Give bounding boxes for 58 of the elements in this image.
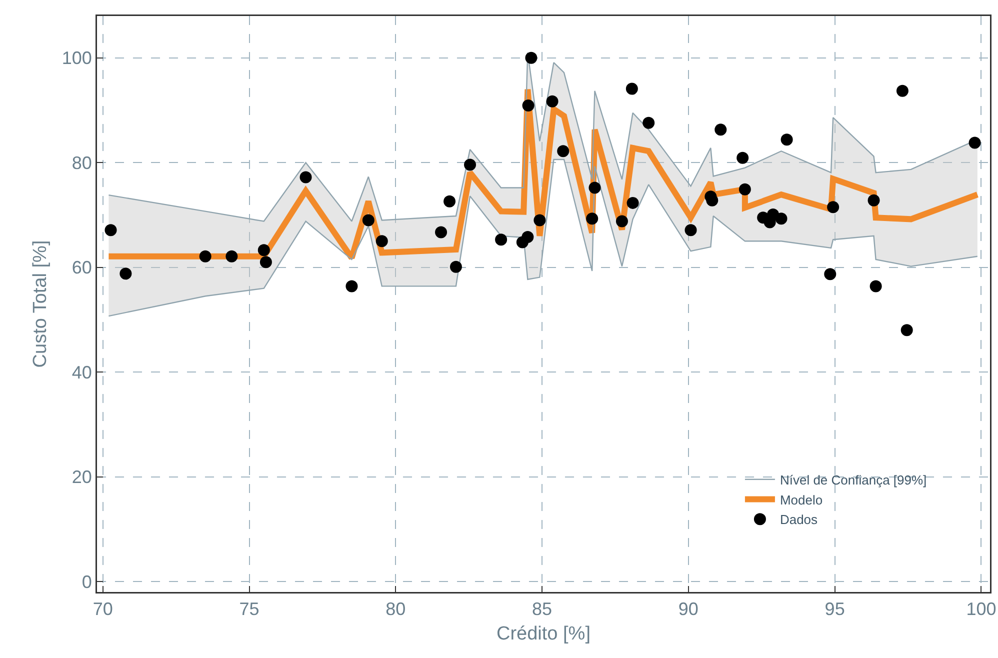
point bbox=[346, 280, 358, 292]
point bbox=[522, 100, 534, 112]
point bbox=[684, 224, 697, 236]
point bbox=[775, 212, 788, 225]
point bbox=[534, 214, 546, 226]
point bbox=[588, 182, 601, 194]
y-axis-title: Custo Total [%] bbox=[30, 240, 51, 368]
legend-label: Dados bbox=[780, 512, 818, 528]
point bbox=[557, 145, 570, 158]
point bbox=[450, 260, 462, 273]
x-tick-label: 95 bbox=[824, 599, 845, 620]
x-tick-label: 70 bbox=[92, 599, 113, 620]
point bbox=[260, 256, 272, 268]
point bbox=[868, 194, 880, 206]
point bbox=[626, 82, 638, 95]
point bbox=[780, 134, 793, 146]
point bbox=[546, 95, 558, 108]
point bbox=[435, 226, 448, 238]
point bbox=[870, 280, 882, 292]
point bbox=[362, 214, 374, 226]
point bbox=[226, 250, 238, 262]
y-tick-label: 20 bbox=[72, 467, 92, 488]
point bbox=[586, 212, 598, 225]
point bbox=[738, 183, 751, 196]
point bbox=[376, 235, 388, 248]
legend-label: Nível de Confiança [99%] bbox=[780, 472, 927, 488]
point bbox=[896, 84, 908, 97]
point bbox=[104, 224, 117, 236]
point bbox=[522, 230, 534, 243]
point bbox=[714, 124, 727, 136]
point bbox=[626, 196, 639, 209]
point bbox=[444, 195, 456, 208]
point bbox=[616, 215, 628, 228]
x-tick-label: 75 bbox=[239, 599, 260, 620]
y-tick-label: 0 bbox=[82, 572, 92, 592]
x-tick-label: 90 bbox=[678, 599, 698, 620]
point bbox=[827, 201, 840, 214]
point bbox=[642, 116, 655, 129]
x-axis-title: Crédito [%] bbox=[496, 624, 590, 645]
y-tick-label: 40 bbox=[72, 362, 92, 382]
y-tick-label: 60 bbox=[72, 258, 92, 278]
point bbox=[258, 244, 270, 256]
y-tick-label: 100 bbox=[62, 48, 92, 68]
point bbox=[900, 324, 913, 336]
y-tick-label: 80 bbox=[72, 152, 92, 173]
point bbox=[199, 250, 212, 262]
legend-label: Modelo bbox=[780, 492, 823, 508]
point bbox=[300, 171, 312, 184]
x-tick-label: 85 bbox=[532, 599, 552, 620]
point bbox=[120, 268, 132, 280]
point bbox=[968, 136, 981, 149]
point bbox=[824, 268, 836, 280]
point bbox=[464, 158, 476, 171]
x-tick-label: 80 bbox=[386, 599, 406, 620]
point bbox=[495, 234, 508, 246]
point bbox=[736, 152, 749, 164]
point bbox=[525, 52, 538, 64]
x-tick-label: 100 bbox=[966, 599, 996, 620]
